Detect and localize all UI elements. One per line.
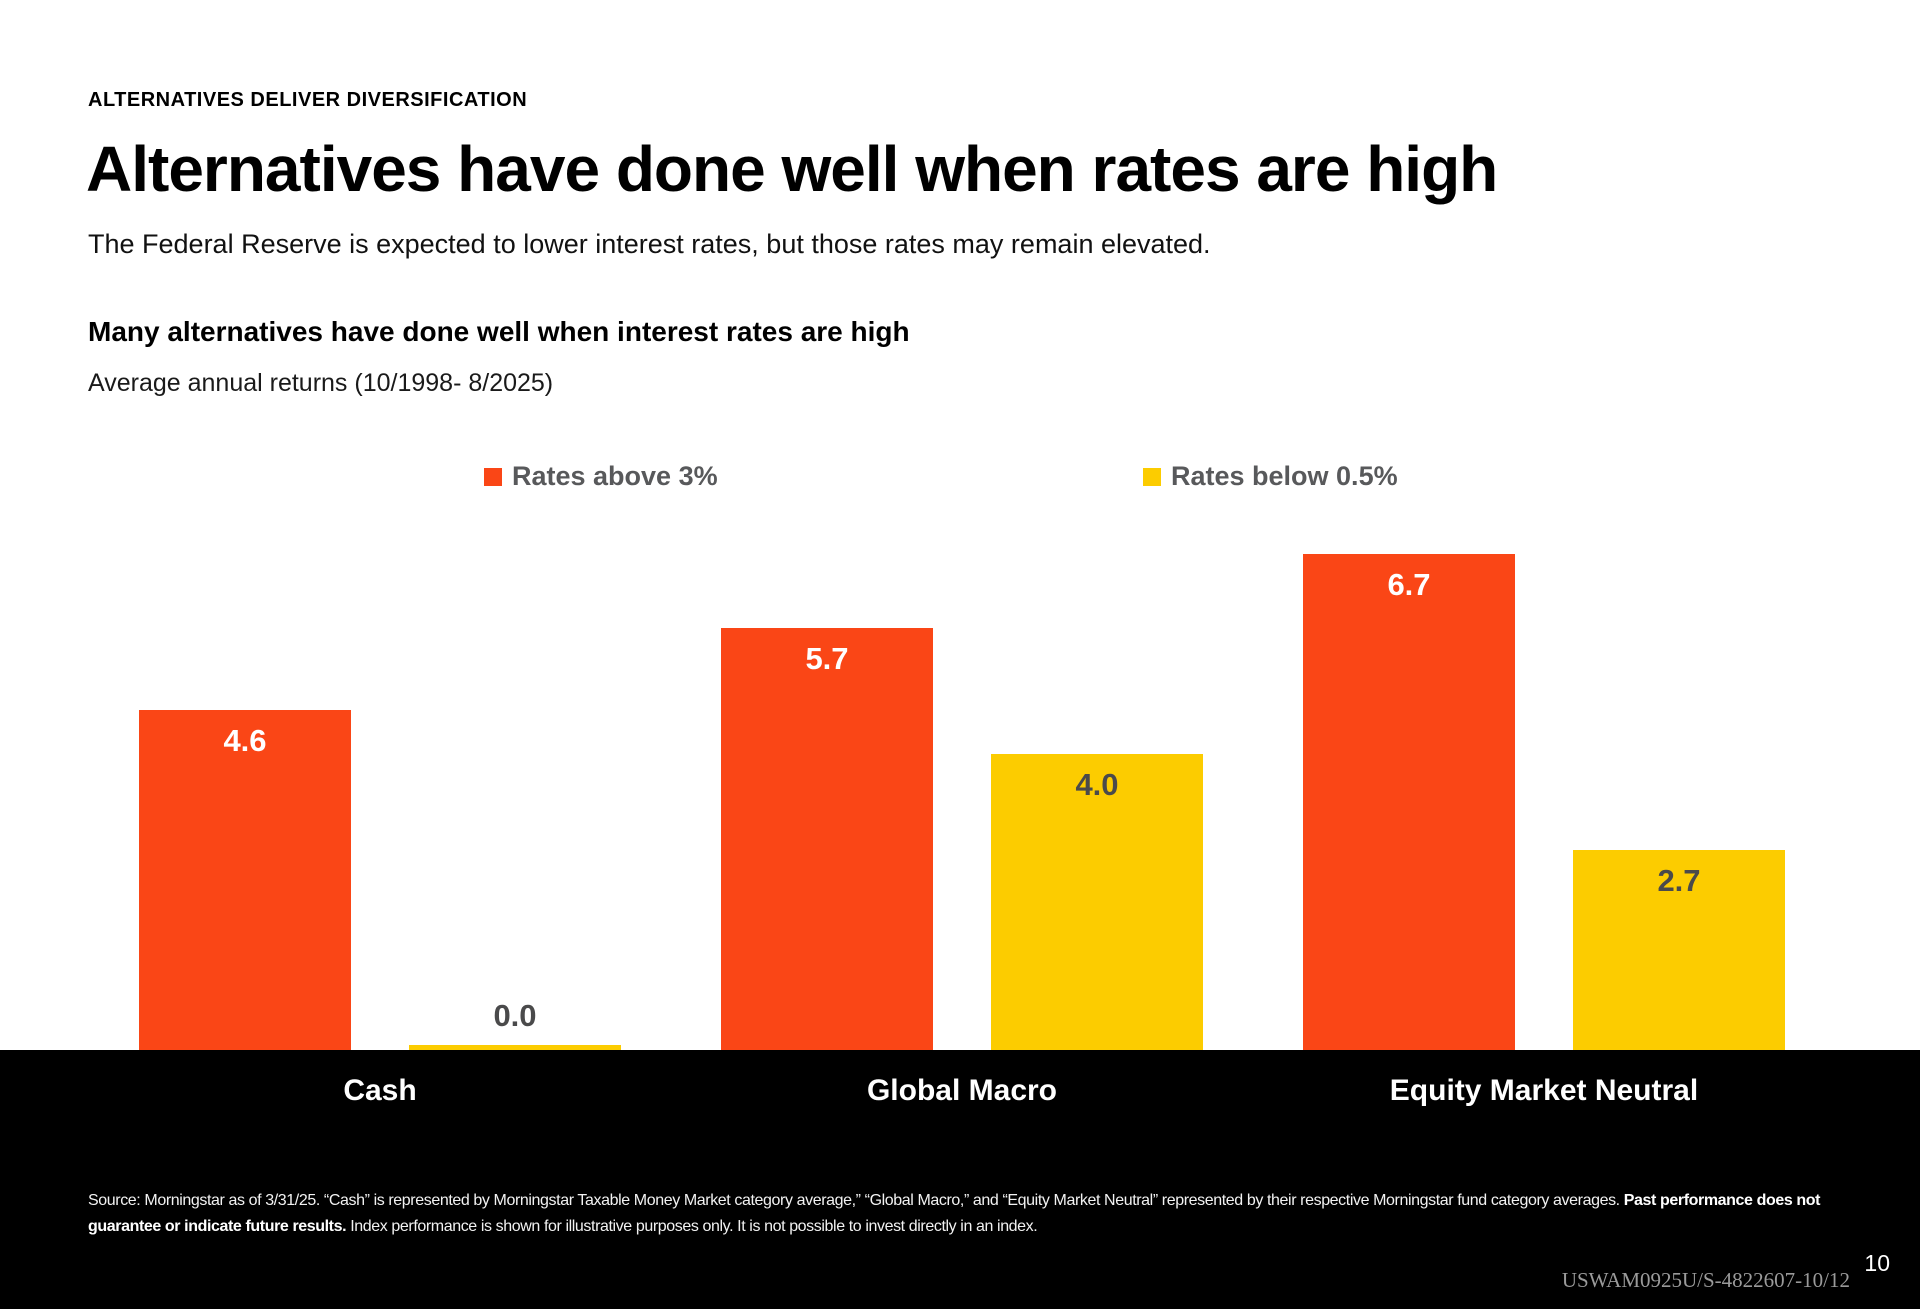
bar-value-label: 6.7	[1387, 567, 1431, 602]
bar-value-label: 5.7	[805, 641, 849, 676]
legend-swatch-yellow-icon	[1143, 467, 1161, 486]
eyebrow-kicker: ALTERNATIVES DELIVER DIVERSIFICATION	[88, 89, 528, 111]
bar-value-label: 0.0	[493, 998, 537, 1033]
chart-bar	[991, 754, 1203, 1050]
chart-title: Many alternatives have done well when in…	[88, 316, 910, 347]
source-line2-regular: Index performance is shown for illustrat…	[346, 1218, 1038, 1235]
chart-bar	[721, 628, 933, 1050]
category-label: Cash	[343, 1074, 417, 1107]
legend-label-rates-below-0-5pct: Rates below 0.5%	[1171, 461, 1398, 491]
chart-bar	[139, 710, 351, 1050]
chart-bar	[409, 1045, 621, 1050]
source-line1-regular: Source: Morningstar as of 3/31/25. “Cash…	[88, 1192, 1624, 1209]
source-line-2: guarantee or indicate future results. In…	[88, 1214, 1820, 1240]
footer-band	[0, 1050, 1920, 1309]
chart-subtitle: Average annual returns (10/1998- 8/2025)	[88, 369, 554, 397]
legend-item-rates-below-0-5pct: Rates below 0.5%	[1143, 461, 1398, 492]
source-line2-bold: guarantee or indicate future results.	[88, 1218, 347, 1235]
page-title: Alternatives have done well when rates a…	[86, 133, 1498, 205]
bar-value-label: 2.7	[1657, 863, 1701, 898]
category-label: Global Macro	[866, 1074, 1058, 1107]
source-line-1: Source: Morningstar as of 3/31/25. “Cash…	[88, 1188, 1820, 1214]
bar-value-label: 4.6	[223, 723, 267, 758]
chart-bar	[1573, 850, 1785, 1050]
legend-label-rates-above-3pct: Rates above 3%	[512, 461, 718, 491]
chart-bar	[1303, 554, 1515, 1050]
source-disclosure-text: Source: Morningstar as of 3/31/25. “Cash…	[88, 1188, 1820, 1240]
page-number: 10	[1864, 1250, 1890, 1276]
page-subtitle: The Federal Reserve is expected to lower…	[88, 229, 1211, 259]
category-label: Equity Market Neutral	[1389, 1074, 1699, 1107]
bar-value-label: 4.0	[1075, 767, 1119, 802]
document-code: USWAM0925U/S-4822607-10/12	[1561, 1268, 1850, 1292]
source-line1-bold: Past performance does not	[1623, 1192, 1821, 1209]
legend-swatch-orange-icon	[484, 467, 502, 486]
legend-item-rates-above-3pct: Rates above 3%	[484, 461, 718, 492]
